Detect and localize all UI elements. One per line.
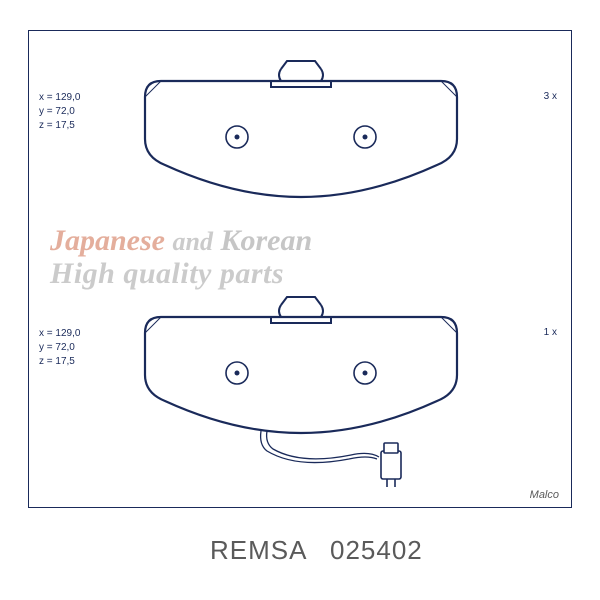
top-brake-pad-svg <box>131 57 471 217</box>
dim-x: x = 129,0 <box>39 91 80 105</box>
dim-x: x = 129,0 <box>39 327 80 341</box>
dim-y: y = 72,0 <box>39 105 80 119</box>
dim-z: z = 17,5 <box>39 119 80 133</box>
bottom-pad-dimensions: x = 129,0 y = 72,0 z = 17,5 <box>39 327 80 369</box>
top-brake-pad <box>131 57 471 217</box>
diagram-frame: x = 129,0 y = 72,0 z = 17,5 3 x <box>28 30 572 508</box>
bottom-brake-pad-svg <box>131 293 471 493</box>
top-pad-dimensions: x = 129,0 y = 72,0 z = 17,5 <box>39 91 80 133</box>
dim-z: z = 17,5 <box>39 355 80 369</box>
bottom-pad-qty: 1 x <box>544 327 557 338</box>
caption-partnumber: 025402 <box>330 535 423 566</box>
dim-y: y = 72,0 <box>39 341 80 355</box>
diagram-source-logo: Malco <box>530 489 559 501</box>
top-pad-qty: 3 x <box>544 91 557 102</box>
caption-brand: REMSA <box>210 535 307 566</box>
bottom-brake-pad <box>131 293 471 493</box>
